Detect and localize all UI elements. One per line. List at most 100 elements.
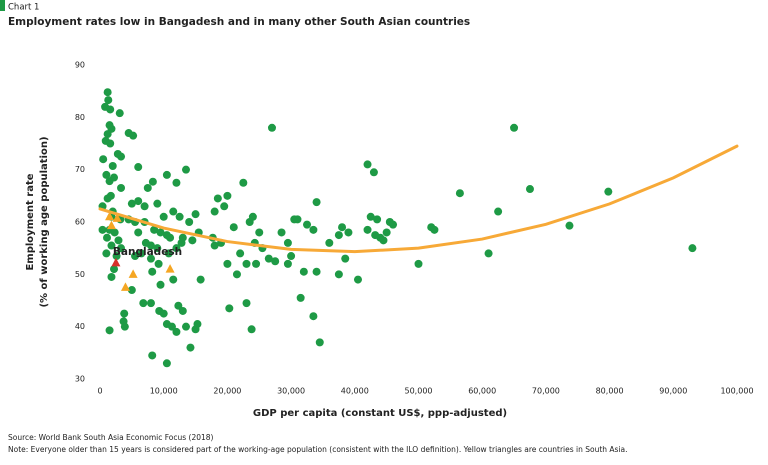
point: [148, 267, 157, 276]
point: [103, 233, 112, 242]
point: [159, 212, 168, 221]
point: [172, 178, 181, 187]
point: [127, 199, 136, 208]
point: [277, 228, 286, 237]
point: [296, 293, 305, 302]
y-tick-label: 40: [75, 322, 85, 331]
triangle-point: [106, 220, 116, 230]
y-tick-label: 70: [75, 165, 85, 174]
point: [382, 228, 391, 237]
point: [107, 272, 116, 281]
note: Note: Everyone older than 15 years is co…: [8, 445, 628, 454]
point: [248, 212, 257, 221]
x-tick-label: 60,000: [468, 387, 496, 396]
point: [164, 249, 173, 258]
point: [312, 267, 321, 276]
point: [156, 228, 165, 237]
point: [175, 212, 184, 221]
point: [325, 238, 334, 247]
point: [210, 207, 219, 216]
y-tick-label: 30: [75, 375, 85, 384]
point: [312, 198, 321, 207]
point: [196, 275, 205, 284]
point: [363, 160, 372, 169]
x-tick-label: 0: [97, 387, 102, 396]
point: [102, 170, 111, 179]
point: [293, 215, 302, 224]
point: [174, 301, 183, 310]
x-tick-label: 70,000: [532, 387, 560, 396]
point: [129, 131, 138, 140]
point: [153, 199, 162, 208]
point: [186, 343, 195, 352]
point: [140, 202, 149, 211]
point-label: Bangladesh: [113, 246, 182, 258]
chart-title: Employment rates low in Bangadesh and in…: [8, 16, 470, 28]
point: [146, 299, 155, 308]
triangle-point: [111, 257, 121, 267]
point: [210, 241, 219, 250]
x-tick-label: 40,000: [341, 387, 369, 396]
point: [159, 309, 168, 318]
triangle-point: [105, 211, 115, 221]
point: [104, 96, 113, 105]
point: [134, 163, 143, 172]
y-tick-label: 60: [75, 218, 85, 227]
point: [236, 249, 245, 258]
point: [102, 249, 111, 258]
point: [99, 155, 108, 164]
point: [105, 326, 114, 335]
point: [107, 241, 116, 250]
point: [455, 189, 464, 198]
point: [178, 306, 187, 315]
point: [98, 225, 107, 234]
point: [604, 187, 613, 196]
point: [127, 286, 136, 295]
point: [309, 312, 318, 321]
point: [369, 168, 378, 177]
y-tick-label: 90: [75, 61, 85, 70]
triangle-point: [120, 282, 130, 291]
point: [191, 325, 200, 334]
chart-label: Chart 1: [8, 3, 39, 13]
point: [242, 299, 251, 308]
point: [379, 236, 388, 245]
point: [414, 259, 423, 268]
point: [223, 191, 232, 200]
point: [150, 225, 159, 234]
point: [688, 244, 697, 253]
point: [169, 275, 178, 284]
triangle-point: [165, 264, 175, 273]
point: [120, 309, 129, 318]
x-tick-label: 20,000: [213, 387, 241, 396]
point: [115, 109, 124, 118]
point: [525, 185, 534, 194]
point: [112, 252, 121, 261]
point: [271, 257, 280, 266]
point: [185, 218, 194, 226]
y-axis-label: (% of working age population): [39, 136, 50, 307]
point: [315, 338, 324, 347]
point: [148, 351, 157, 360]
point: [137, 249, 146, 258]
point: [353, 275, 362, 284]
point: [232, 270, 241, 279]
point: [146, 254, 155, 263]
point: [156, 280, 165, 289]
point: [139, 299, 148, 308]
point: [134, 228, 143, 237]
point: [255, 228, 264, 237]
point: [110, 265, 119, 274]
point: [303, 220, 312, 229]
y-tick-label: 50: [75, 270, 85, 279]
point: [252, 259, 261, 268]
x-tick-label: 10,000: [150, 387, 178, 396]
brand-mark: [0, 0, 5, 11]
y-axis-label: Employment rate: [25, 173, 36, 270]
point: [223, 259, 232, 268]
point: [103, 194, 112, 203]
point: [120, 322, 129, 331]
point: [162, 231, 171, 240]
point: [131, 252, 140, 261]
